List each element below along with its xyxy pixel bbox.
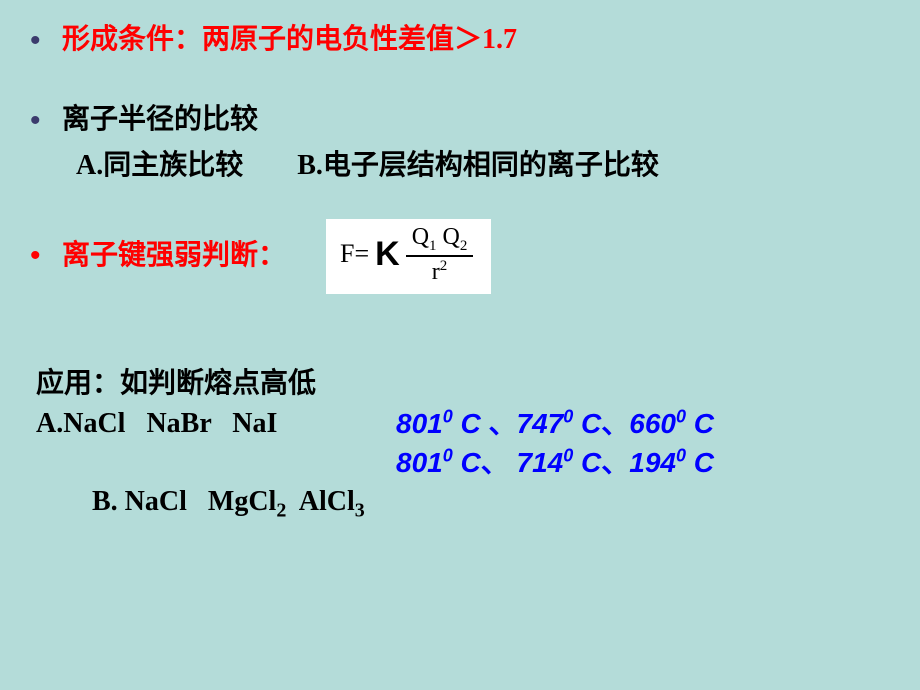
temp-a1-sup: 0 [443,406,453,426]
bullet-2-title: 离子半径的比较 [62,100,258,141]
formula-q2-sub: 2 [460,237,468,253]
bullet-3-text: 离子键强弱判断： [62,236,286,277]
temp-a3-sup: 0 [676,406,686,426]
application-row-b: B. NaCl MgCl2 AlCl3 8010 C、 7140 C、1940 … [36,443,890,564]
bullet-1-text: 形成条件：两原子的电负性差值＞1.7 [62,20,517,61]
formula-q1: Q [412,224,429,250]
temp-a1-unit: C [453,408,489,439]
row-b-pre: B. NaCl MgCl [92,486,276,517]
bullet-dot-icon: • [30,100,48,142]
application-block: 应用：如判断熔点高低 A.NaCl NaBr NaI 8010 C 、7470 … [36,364,890,563]
application-row-b-temps: 8010 C、 7140 C、1940 C [396,443,714,564]
formula-numerator: Q1 Q2 [406,225,474,258]
formula-q2: Q [443,224,460,250]
application-row-b-label: B. NaCl MgCl2 AlCl3 [36,443,396,564]
temp-a2-sup: 0 [563,406,573,426]
application-row-a-label: A.NaCl NaBr NaI [36,404,396,443]
temp-b2-val: 714 [517,447,564,478]
application-heading: 应用：如判断熔点高低 [36,364,890,403]
temp-b1-val: 801 [396,447,443,478]
bullet-dot-icon: • [30,20,48,62]
bullet-2-sub-a: A.同主族比较 [76,150,243,181]
temp-a3-val: 660 [629,408,676,439]
formula-lhs: F= [340,239,369,269]
bullet-2-sub-b: B.电子层结构相同的离子比较 [297,150,659,181]
application-row-a: A.NaCl NaBr NaI 8010 C 、7470 C、6600 C [36,404,890,443]
slide: • 形成条件：两原子的电负性差值＞1.7 • 离子半径的比较 A.同主族比较 B.… [0,0,920,690]
bullet-dot-icon: • [30,235,48,277]
temp-b2-unit: C [573,447,601,478]
temp-a2-val: 747 [517,408,564,439]
formula-q1-sub: 1 [429,237,437,253]
temp-b-sep1: 、 [481,447,517,478]
temp-b3-val: 194 [629,447,676,478]
temp-b1-sup: 0 [443,445,453,465]
application-row-a-temps: 8010 C 、7470 C、6600 C [396,404,714,443]
bullet-3-row: • 离子键强弱判断： F= K Q1 Q2 r2 [30,219,890,295]
formula-r: r [432,259,440,285]
row-b-mid: AlCl [286,486,354,517]
formula-r-exp: 2 [440,258,448,274]
temp-a-sep2: 、 [601,408,629,439]
temp-a1-val: 801 [396,408,443,439]
temp-b2-sup: 0 [563,445,573,465]
temp-b3-unit: C [686,447,714,478]
temp-b1-unit: C [453,447,481,478]
temp-b3-sup: 0 [676,445,686,465]
bullet-1-row: • 形成条件：两原子的电负性差值＞1.7 [30,20,890,62]
temp-a-sep1: 、 [489,408,517,439]
formula-denominator: r2 [432,257,448,284]
temp-b-sep2: 、 [601,447,629,478]
temp-a2-unit: C [573,408,601,439]
coulomb-formula: F= K Q1 Q2 r2 [326,219,491,295]
row-b-sub1: 2 [276,500,286,522]
row-b-sub2: 3 [355,500,365,522]
formula-fraction: Q1 Q2 r2 [406,225,474,285]
bullet-2-row: • 离子半径的比较 [30,100,890,142]
temp-a3-unit: C [686,408,714,439]
bullet-2-subs: A.同主族比较 B.电子层结构相同的离子比较 [76,146,890,187]
formula-k: K [375,235,400,274]
